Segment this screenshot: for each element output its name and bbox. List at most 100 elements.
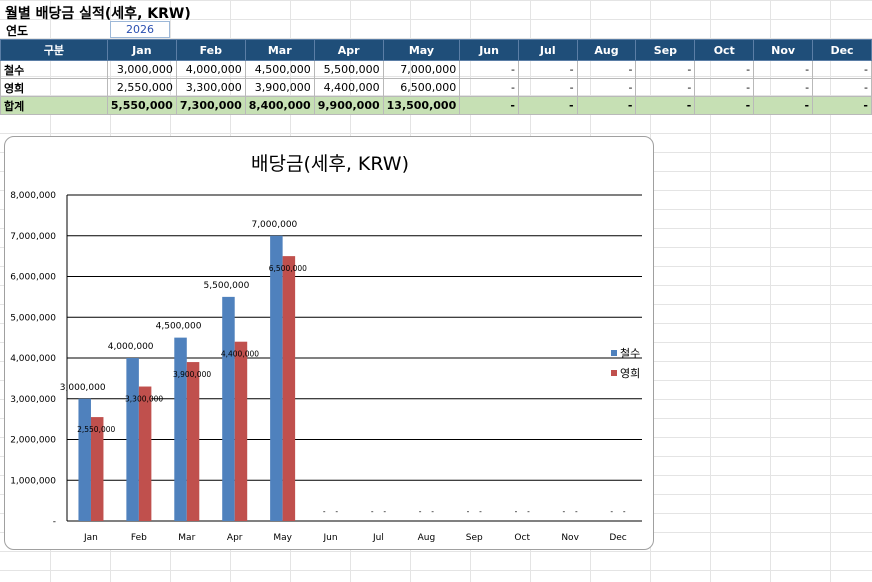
table-cell[interactable]: 3,900,000 <box>244 78 315 97</box>
dividend-chart[interactable]: 배당금(세후, KRW) - 1,000,000 2,000,000 3,000,000… <box>4 136 654 550</box>
table-cell[interactable]: 6,500,000 <box>382 78 461 97</box>
data-label: 7,000,000 <box>251 220 297 230</box>
row-label[interactable]: 영희 <box>0 78 108 97</box>
y-tick-label: 3,000,000 <box>10 395 56 405</box>
x-tick-label: Jul <box>372 533 384 543</box>
x-tick-label: Jun <box>323 533 338 543</box>
year-label: 연도 <box>6 24 29 38</box>
data-label: 4,000,000 <box>108 342 154 352</box>
table-cell[interactable]: - <box>576 96 637 115</box>
header-month[interactable]: Nov <box>753 39 814 61</box>
total-row: 합계 5,550,000 7,300,000 8,400,000 9,900,000 13… <box>0 96 872 115</box>
x-tick-label: Aug <box>418 533 436 543</box>
table-cell[interactable]: 5,500,000 <box>313 60 384 79</box>
data-label: - <box>467 507 470 516</box>
header-month[interactable]: Feb <box>175 39 246 61</box>
chart-title: 배당금(세후, KRW) <box>251 153 409 175</box>
header-month[interactable]: Aug <box>576 39 637 61</box>
table-cell[interactable]: - <box>459 78 519 97</box>
table-row: 철수 3,000,000 4,000,000 4,500,000 5,500,000 7,… <box>0 60 872 79</box>
data-label: 3,900,000 <box>173 370 211 379</box>
table-cell[interactable]: 3,300,000 <box>175 78 246 97</box>
header-category[interactable]: 구분 <box>0 39 108 61</box>
header-month[interactable]: Sep <box>635 39 696 61</box>
table-cell[interactable]: - <box>694 78 755 97</box>
x-tick-label: Mar <box>178 533 195 543</box>
sheet-title: 월별 배당금 실적(세후, KRW) <box>5 6 191 22</box>
data-label: - <box>383 507 386 516</box>
table-cell[interactable]: 3,000,000 <box>106 60 177 79</box>
data-label: 3,000,000 <box>60 383 106 393</box>
table-cell[interactable]: 4,400,000 <box>313 78 384 97</box>
header-month[interactable]: Jul <box>517 39 578 61</box>
table-cell[interactable]: - <box>459 60 519 79</box>
legend-entry: 철수 <box>620 347 640 360</box>
y-tick-label: 8,000,000 <box>10 191 56 201</box>
table-cell[interactable]: 5,550,000 <box>106 96 177 115</box>
data-label: - <box>479 507 482 516</box>
table-cell[interactable]: - <box>753 96 814 115</box>
data-label: - <box>431 507 434 516</box>
table-cell[interactable]: - <box>576 60 637 79</box>
x-tick-label: Dec <box>609 533 626 543</box>
table-cell[interactable]: - <box>694 96 755 115</box>
table-cell[interactable]: - <box>517 96 578 115</box>
header-month[interactable]: Mar <box>244 39 315 61</box>
x-tick-label: May <box>273 533 292 543</box>
bar-cheolsu <box>222 296 235 521</box>
data-label: - <box>371 507 374 516</box>
table-cell[interactable]: - <box>812 78 872 97</box>
legend-swatch <box>611 370 617 376</box>
table-header-row: 구분 Jan Feb Mar Apr May Jun Jul Aug Sep Oct Nov Dec <box>0 39 872 61</box>
header-month[interactable]: Apr <box>313 39 384 61</box>
table-cell[interactable]: 7,000,000 <box>382 60 461 79</box>
data-label: - <box>575 507 578 516</box>
y-tick-label: - <box>53 517 56 527</box>
x-tick-label: Sep <box>466 533 483 543</box>
y-tick-label: 1,000,000 <box>10 476 56 486</box>
header-month[interactable]: Dec <box>812 39 872 61</box>
table-cell[interactable]: 9,900,000 <box>313 96 384 115</box>
year-input-cell[interactable]: 2026 <box>110 21 170 38</box>
table-cell[interactable]: - <box>812 60 872 79</box>
table-cell[interactable]: - <box>635 60 696 79</box>
data-label: 6,500,000 <box>269 264 307 273</box>
header-month[interactable]: Jun <box>459 39 519 61</box>
x-tick-label: Apr <box>227 533 243 543</box>
bar-younghee <box>234 341 248 521</box>
header-month[interactable]: May <box>382 39 461 61</box>
data-label: 4,400,000 <box>221 350 259 359</box>
data-label: - <box>335 507 338 516</box>
table-cell[interactable]: - <box>753 60 814 79</box>
data-label: 4,500,000 <box>156 322 202 332</box>
table-cell[interactable]: - <box>635 96 696 115</box>
table-cell[interactable]: - <box>753 78 814 97</box>
table-cell[interactable]: 7,300,000 <box>175 96 246 115</box>
table-cell[interactable]: - <box>459 96 519 115</box>
data-label: - <box>527 507 530 516</box>
y-tick-label: 7,000,000 <box>10 232 56 242</box>
table-cell[interactable]: - <box>635 78 696 97</box>
legend-entry: 영희 <box>620 367 640 380</box>
chart-canvas: 배당금(세후, KRW) - 1,000,000 2,000,000 3,000,000… <box>10 153 642 543</box>
table-cell[interactable]: 13,500,000 <box>382 96 461 115</box>
data-label: - <box>623 507 626 516</box>
y-tick-label: 5,000,000 <box>10 313 56 323</box>
table-cell[interactable]: - <box>576 78 637 97</box>
row-label[interactable]: 합계 <box>0 96 108 115</box>
table-cell[interactable]: 4,500,000 <box>244 60 315 79</box>
table-cell[interactable]: - <box>517 78 578 97</box>
table-row: 영희 2,550,000 3,300,000 3,900,000 4,400,000 6,… <box>0 78 872 97</box>
x-tick-label: Oct <box>514 533 530 543</box>
table-cell[interactable]: 4,000,000 <box>175 60 246 79</box>
header-month[interactable]: Oct <box>694 39 755 61</box>
table-cell[interactable]: 8,400,000 <box>244 96 315 115</box>
bar-cheolsu <box>126 358 139 521</box>
table-cell[interactable]: - <box>812 96 872 115</box>
table-cell[interactable]: 2,550,000 <box>106 78 177 97</box>
header-month[interactable]: Jan <box>106 39 177 61</box>
bar-younghee <box>186 362 200 521</box>
table-cell[interactable]: - <box>517 60 578 79</box>
table-cell[interactable]: - <box>694 60 755 79</box>
row-label[interactable]: 철수 <box>0 60 108 79</box>
